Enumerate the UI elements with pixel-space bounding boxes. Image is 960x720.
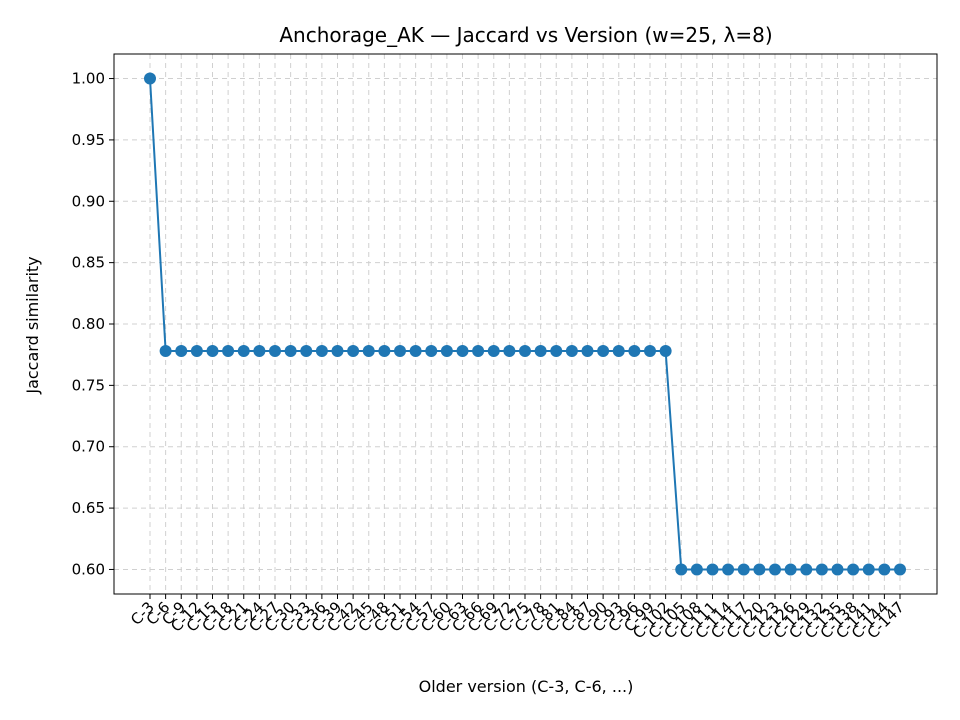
data-point — [159, 345, 172, 357]
data-point — [362, 345, 375, 357]
y-axis-label: Jaccard similarity — [23, 256, 42, 394]
data-point — [753, 563, 766, 576]
data-point — [503, 345, 516, 357]
y-axis: 0.60 0.65 0.70 0.75 0.80 0.85 0.90 0.95 1.00 — [72, 70, 114, 578]
data-point — [315, 345, 328, 357]
data-point — [565, 345, 578, 357]
x-axis: C-3C-6C-9C-12C-15C-18C-21C-24C-27C-30C-3… — [127, 594, 908, 642]
data-point — [237, 345, 250, 357]
y-tick-label: 0.95 — [72, 131, 105, 149]
y-tick-label: 0.70 — [72, 438, 105, 456]
data-point — [862, 563, 875, 576]
data-point — [675, 563, 688, 576]
data-point — [690, 563, 703, 576]
grid — [114, 54, 937, 594]
data-point — [347, 345, 360, 357]
y-tick-label: 1.00 — [72, 70, 105, 88]
data-point — [894, 563, 906, 576]
y-tick-label: 0.90 — [72, 192, 105, 210]
data-point — [206, 345, 219, 357]
data-point — [800, 563, 813, 576]
y-tick-label: 0.60 — [72, 560, 105, 578]
data-point — [190, 345, 203, 357]
data-point — [456, 345, 469, 357]
x-axis-label: Older version (C-3, C-6, ...) — [419, 677, 634, 696]
data-point — [472, 345, 485, 357]
data-point — [831, 563, 844, 576]
y-tick-label: 0.85 — [72, 254, 105, 272]
data-point — [144, 72, 156, 85]
data-point — [409, 345, 422, 357]
data-point — [644, 345, 656, 357]
data-point — [597, 345, 610, 357]
data-point — [269, 345, 281, 357]
data-point — [300, 345, 313, 357]
y-tick-label: 0.65 — [72, 499, 105, 517]
data-point — [722, 563, 735, 576]
data-point — [487, 345, 500, 357]
data-point — [581, 345, 594, 357]
data-point — [394, 345, 406, 357]
data-point — [284, 345, 297, 357]
data-point — [550, 345, 563, 357]
data-point — [737, 563, 750, 576]
data-point — [706, 563, 719, 576]
chart-title: Anchorage_AK — Jaccard vs Version (w=25,… — [279, 23, 772, 47]
data-point — [659, 345, 672, 357]
data-point — [612, 345, 625, 357]
data-point — [222, 345, 235, 357]
data-point — [815, 563, 828, 576]
data-point — [253, 345, 266, 357]
data-point — [519, 345, 531, 357]
data-point — [628, 345, 641, 357]
plot-frame — [113, 53, 938, 595]
data-point — [534, 345, 547, 357]
data-point — [440, 345, 453, 357]
data-point — [425, 345, 438, 357]
data-point — [378, 345, 391, 357]
data-point — [847, 563, 860, 576]
data-point — [784, 563, 797, 576]
data-point — [331, 345, 344, 357]
series — [144, 72, 906, 576]
data-point — [878, 563, 891, 576]
data-point — [769, 563, 781, 576]
y-tick-label: 0.80 — [72, 315, 105, 333]
data-point — [175, 345, 188, 357]
y-tick-label: 0.75 — [72, 376, 105, 394]
